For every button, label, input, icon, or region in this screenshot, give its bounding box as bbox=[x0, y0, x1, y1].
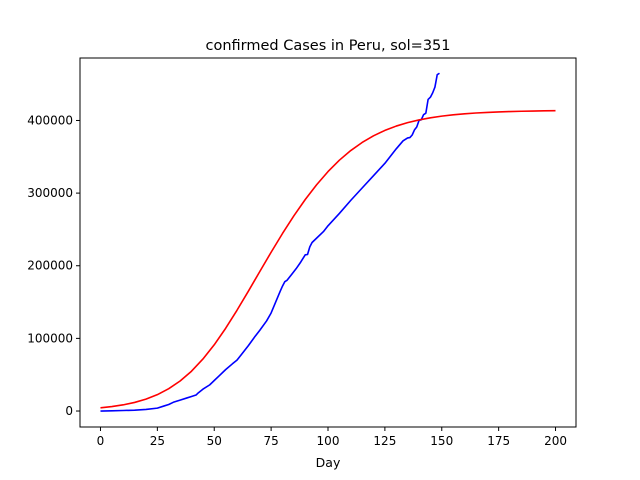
y-tick-label: 300000 bbox=[27, 186, 73, 200]
y-tick-label: 400000 bbox=[27, 113, 73, 127]
x-tick-label: 0 bbox=[97, 434, 105, 448]
y-tick-label: 0 bbox=[65, 404, 73, 418]
x-tick-label: 25 bbox=[150, 434, 165, 448]
x-tick-label: 125 bbox=[373, 434, 396, 448]
series-layer bbox=[100, 72, 556, 412]
y-axis-ticks: 0 100000 200000 300000 400000 bbox=[27, 113, 80, 418]
plot-frame bbox=[79, 57, 577, 428]
x-axis-ticks: 0 25 50 75 100 125 150 175 200 bbox=[97, 427, 567, 448]
x-tick-label: 75 bbox=[263, 434, 278, 448]
x-axis-label: Day bbox=[316, 455, 341, 470]
chart-title: confirmed Cases in Peru, sol=351 bbox=[205, 38, 450, 54]
y-tick-label: 200000 bbox=[27, 259, 73, 273]
fitted-curve-line bbox=[100, 109, 556, 409]
x-tick-label: 175 bbox=[487, 434, 510, 448]
confirmed-cases-line bbox=[100, 72, 440, 412]
x-tick-label: 150 bbox=[430, 434, 453, 448]
x-tick-label: 100 bbox=[317, 434, 340, 448]
x-tick-label: 200 bbox=[544, 434, 567, 448]
x-tick-label: 50 bbox=[207, 434, 222, 448]
y-tick-label: 100000 bbox=[27, 331, 73, 345]
